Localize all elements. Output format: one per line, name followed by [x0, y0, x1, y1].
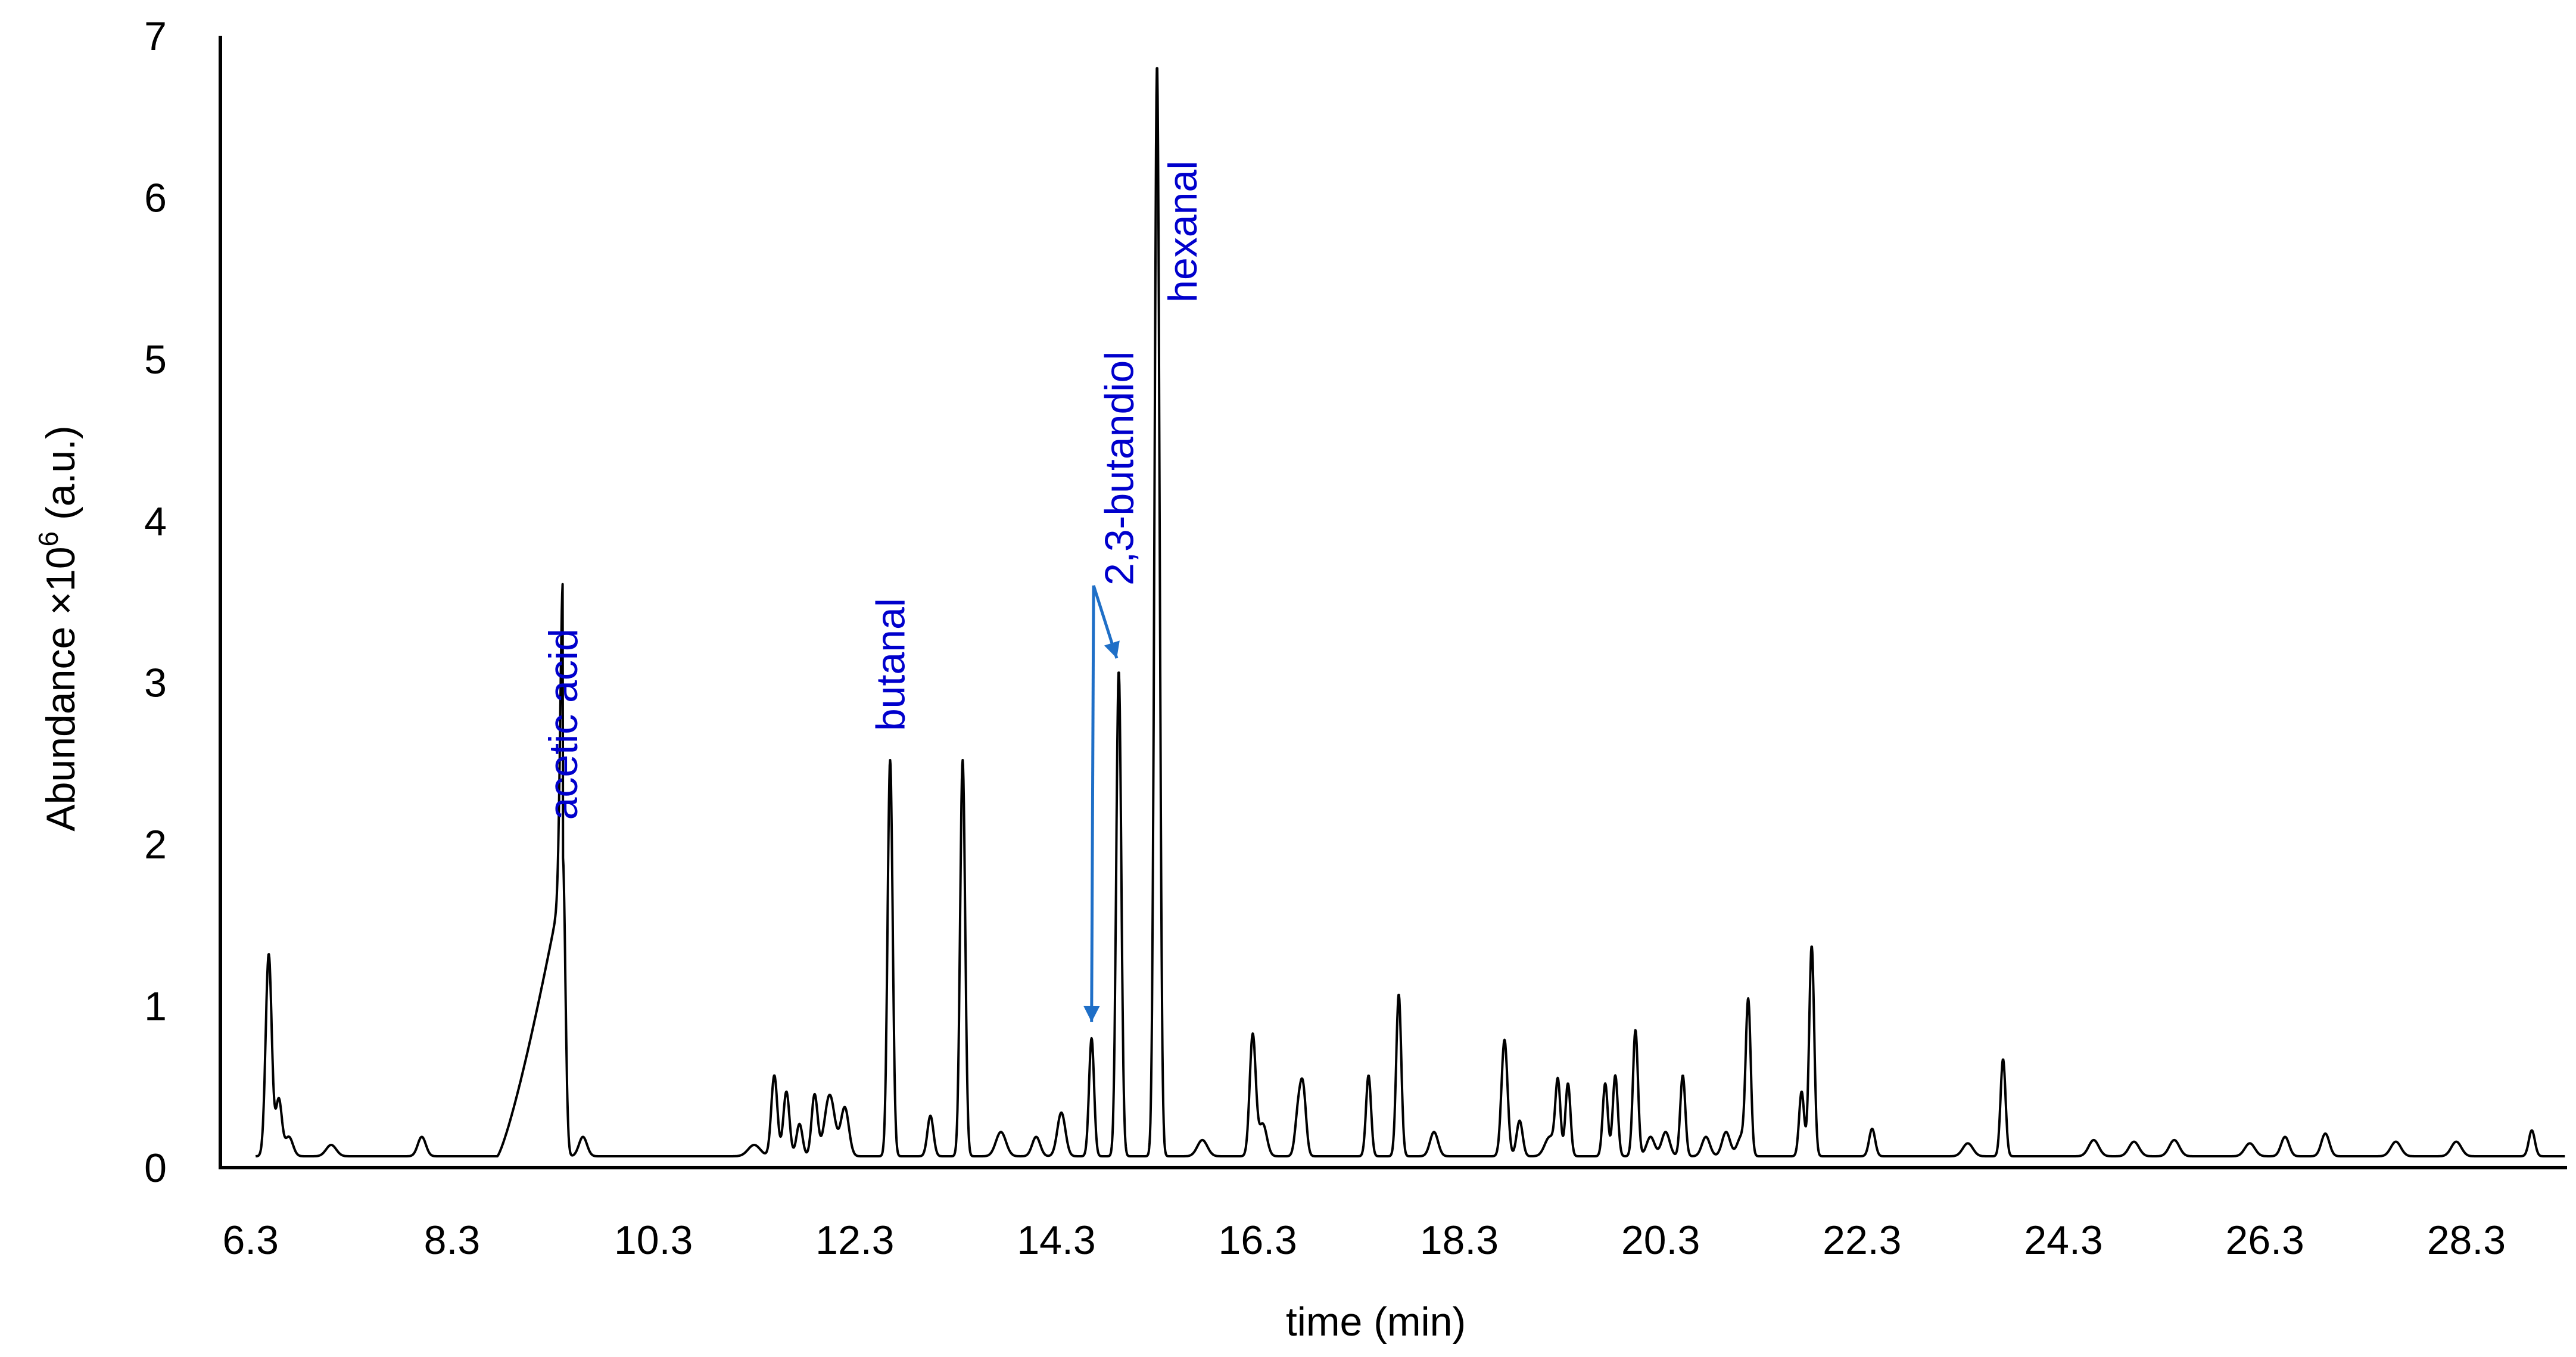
x-tick-label: 16.3	[1219, 1218, 1297, 1263]
x-tick-label: 6.3	[222, 1218, 279, 1263]
peak-label: 2,3-butandiol	[1097, 351, 1142, 586]
y-tick-label: 5	[144, 337, 167, 382]
x-tick-label: 24.3	[2024, 1218, 2102, 1263]
x-tick-label: 22.3	[1823, 1218, 1901, 1263]
y-axis-title-suffix: (a.u.)	[38, 425, 83, 531]
y-tick-label: 1	[144, 984, 167, 1029]
y-tick-label: 7	[144, 14, 167, 59]
y-axis-title-exponent: 6	[33, 531, 64, 547]
y-tick-labels: 0 1 2 3 4 5 6 7	[144, 14, 167, 1191]
y-tick-label: 4	[144, 499, 167, 544]
y-axis-title: Abundance ×106 (a.u.)	[33, 425, 83, 832]
x-tick-label: 28.3	[2427, 1218, 2506, 1263]
y-tick-label: 6	[144, 175, 167, 220]
y-tick-label: 3	[144, 661, 167, 706]
arrow-down-line	[1090, 585, 1095, 1022]
y-tick-label: 0	[144, 1146, 167, 1191]
peak-label: butanal	[868, 598, 914, 731]
x-axis-title: time (min)	[1286, 1299, 1466, 1344]
y-axis-title-prefix: Abundance ×10	[38, 546, 83, 831]
peak-label: acetic acid	[541, 628, 586, 820]
chromatogram-trace	[254, 67, 2566, 1157]
arrow-down-head	[1083, 1006, 1100, 1022]
peak-label: hexanal	[1160, 161, 1206, 303]
x-tick-label: 8.3	[424, 1218, 481, 1263]
arrow-diagonal-head	[1104, 640, 1120, 658]
y-tick-label: 2	[144, 822, 167, 867]
peak-annotations: acetic acid butanal 2,3-butandiol hexanal	[541, 161, 1206, 820]
x-tick-label: 14.3	[1017, 1218, 1095, 1263]
arrow-annotation	[1083, 585, 1120, 1022]
x-tick-label: 18.3	[1420, 1218, 1499, 1263]
x-tick-label: 12.3	[815, 1218, 894, 1263]
x-tick-label: 20.3	[1621, 1218, 1700, 1263]
x-tick-label: 10.3	[614, 1218, 693, 1263]
x-tick-label: 26.3	[2226, 1218, 2304, 1263]
x-tick-labels: 6.3 8.3 10.3 12.3 14.3 16.3 18.3 20.3 22.3 24.3 26…	[222, 1218, 2506, 1263]
